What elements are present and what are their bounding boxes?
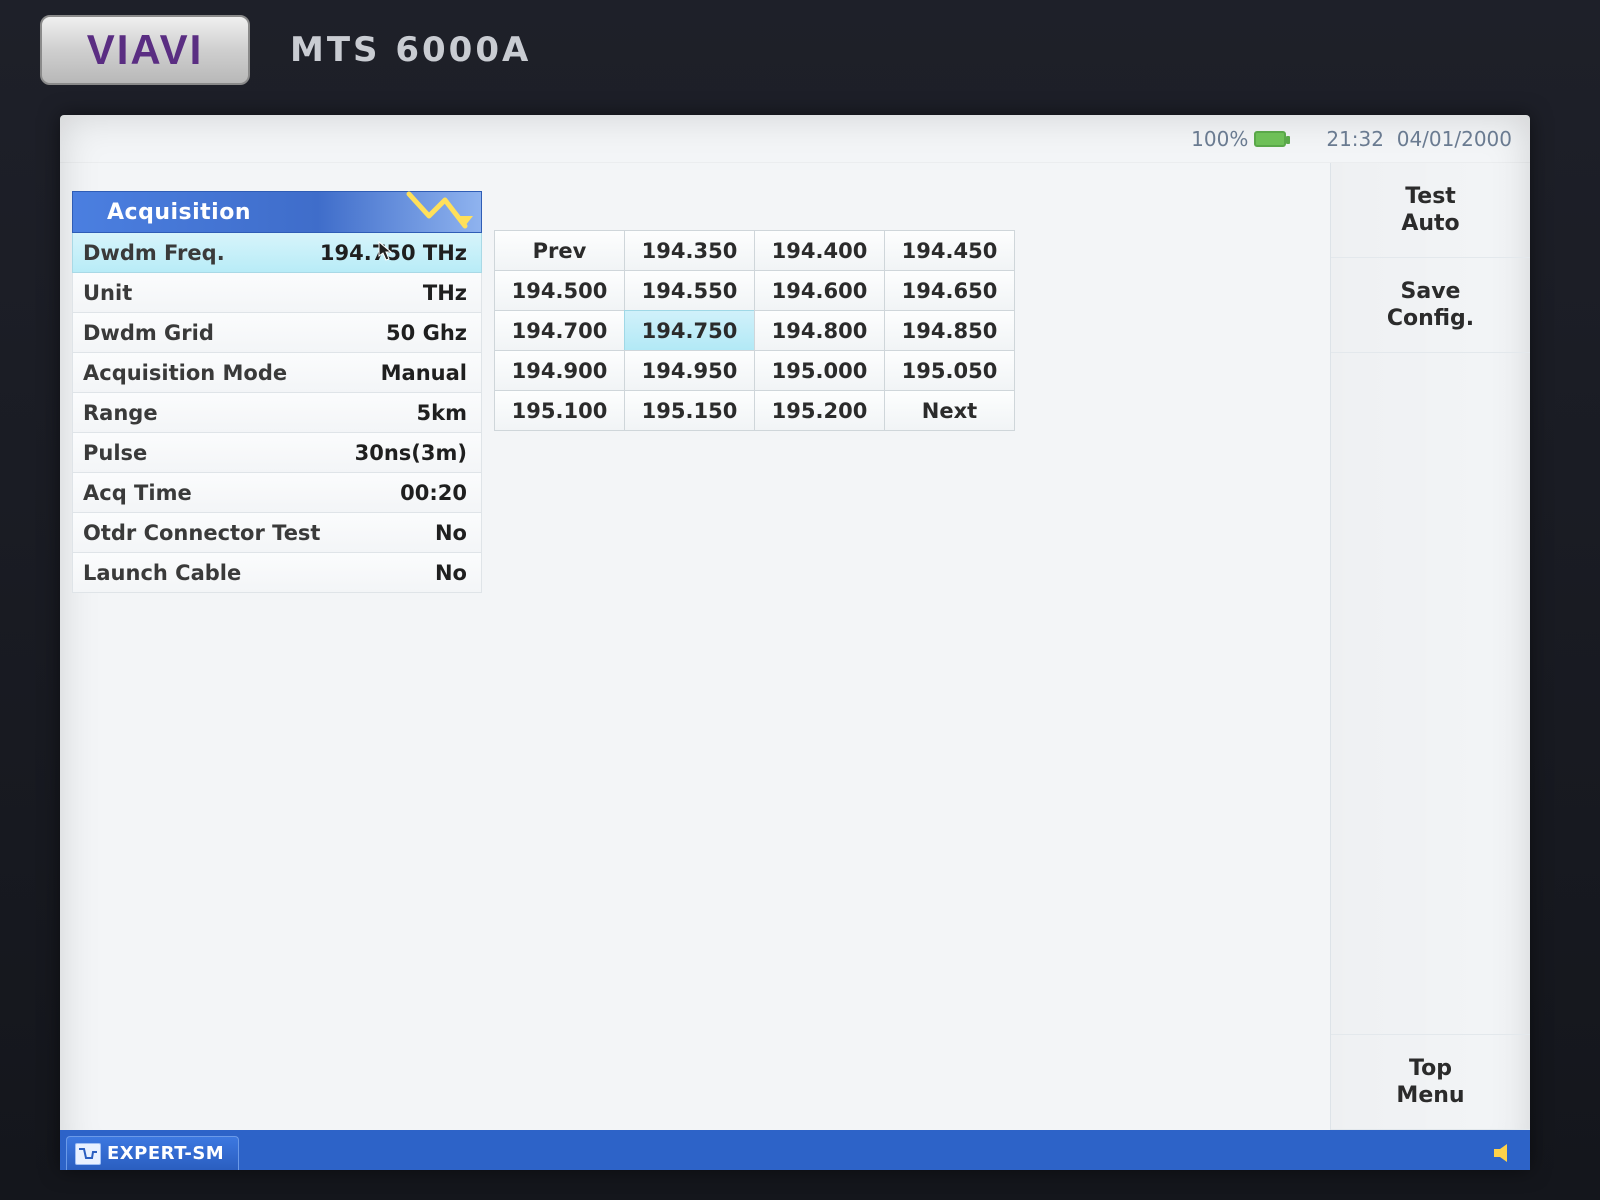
freq-cell[interactable]: 195.100 <box>494 390 625 431</box>
freq-cell[interactable]: 195.150 <box>624 390 755 431</box>
battery-indicator: 100% <box>1191 127 1286 151</box>
freq-cell[interactable]: 194.600 <box>754 270 885 311</box>
freq-cell[interactable]: 194.850 <box>884 310 1015 351</box>
freq-cell[interactable]: 194.700 <box>494 310 625 351</box>
freq-cell[interactable]: 194.750 <box>624 310 755 351</box>
frequency-grid: Prev194.350194.400194.450194.500194.5501… <box>495 231 1015 431</box>
param-label: Unit <box>83 281 132 305</box>
param-row[interactable]: Acq Time 00:20 <box>72 473 482 513</box>
softkey-top-menu[interactable]: Top Menu <box>1331 1035 1530 1130</box>
softkey-line: Menu <box>1396 1082 1464 1110</box>
panel-title: Acquisition <box>107 200 251 225</box>
param-value: 00:20 <box>400 481 467 505</box>
softkey-save-config[interactable]: Save Config. <box>1331 258 1530 353</box>
softkey-sidebar: Test Auto Save Config. Top Menu <box>1330 163 1530 1130</box>
panel-header: Acquisition <box>72 191 482 233</box>
param-row[interactable]: Otdr Connector Test No <box>72 513 482 553</box>
freq-cell[interactable]: 194.800 <box>754 310 885 351</box>
param-label: Dwdm Grid <box>83 321 214 345</box>
date-text: 04/01/2000 <box>1397 127 1512 151</box>
param-row[interactable]: Dwdm Freq. 194.750 THz <box>72 233 482 273</box>
freq-next-button[interactable]: Next <box>884 390 1015 431</box>
freq-cell[interactable]: 194.400 <box>754 230 885 271</box>
header-arrow-icon <box>405 186 485 238</box>
param-value: Manual <box>381 361 467 385</box>
softkey-spacer <box>1331 353 1530 1035</box>
model-label: MTS 6000A <box>290 30 531 70</box>
softkey-line: Top <box>1409 1055 1452 1083</box>
device-bezel: VIAVI MTS 6000A 100% 21:32 04/01/2000 Ac… <box>0 0 1600 1200</box>
softkey-line: Test <box>1405 183 1456 211</box>
freq-cell[interactable]: 195.050 <box>884 350 1015 391</box>
param-value: No <box>435 561 467 585</box>
param-value: THz <box>423 281 467 305</box>
brand-text: VIAVI <box>87 26 204 74</box>
content-area: Acquisition Dwdm Freq. 194.750 THz Unit THz… <box>60 163 1530 1130</box>
battery-icon <box>1254 131 1286 147</box>
param-label: Range <box>83 401 158 425</box>
otdr-trace-icon <box>75 1143 101 1165</box>
param-row[interactable]: Unit THz <box>72 273 482 313</box>
battery-pct: 100% <box>1191 127 1248 151</box>
softkey-test-auto[interactable]: Test Auto <box>1331 163 1530 258</box>
mouse-cursor-icon <box>378 241 392 261</box>
param-label: Launch Cable <box>83 561 241 585</box>
time-text: 21:32 <box>1326 127 1384 151</box>
param-row[interactable]: Acquisition Mode Manual <box>72 353 482 393</box>
param-label: Acquisition Mode <box>83 361 287 385</box>
brand-badge: VIAVI <box>40 15 250 85</box>
clock: 21:32 04/01/2000 <box>1326 127 1512 151</box>
status-bar: 100% 21:32 04/01/2000 <box>60 115 1530 163</box>
param-value: 30ns(3m) <box>355 441 467 465</box>
speaker-icon[interactable] <box>1492 1142 1518 1164</box>
param-row[interactable]: Dwdm Grid 50 Ghz <box>72 313 482 353</box>
param-label: Acq Time <box>83 481 192 505</box>
freq-cell[interactable]: 194.450 <box>884 230 1015 271</box>
freq-cell[interactable]: 195.000 <box>754 350 885 391</box>
param-value: 50 Ghz <box>386 321 467 345</box>
param-label: Otdr Connector Test <box>83 521 320 545</box>
param-label: Pulse <box>83 441 147 465</box>
param-row[interactable]: Pulse 30ns(3m) <box>72 433 482 473</box>
freq-cell[interactable]: 194.900 <box>494 350 625 391</box>
tab-expert-sm[interactable]: EXPERT-SM <box>66 1136 239 1170</box>
freq-cell[interactable]: 194.350 <box>624 230 755 271</box>
freq-cell[interactable]: 195.200 <box>754 390 885 431</box>
param-value: 5km <box>417 401 467 425</box>
param-list: Dwdm Freq. 194.750 THz Unit THz Dwdm Grid 50 … <box>72 233 482 593</box>
softkey-line: Config. <box>1387 305 1474 333</box>
lcd-screen: 100% 21:32 04/01/2000 Acquisition <box>60 115 1530 1170</box>
tab-bar: EXPERT-SM <box>60 1130 1530 1170</box>
param-row[interactable]: Launch Cable No <box>72 553 482 593</box>
freq-cell[interactable]: 194.950 <box>624 350 755 391</box>
param-label: Dwdm Freq. <box>83 241 225 265</box>
param-value: 194.750 THz <box>320 241 467 265</box>
softkey-line: Auto <box>1401 210 1459 238</box>
tab-label: EXPERT-SM <box>107 1143 224 1164</box>
freq-prev-button[interactable]: Prev <box>494 230 625 271</box>
acquisition-panel: Acquisition Dwdm Freq. 194.750 THz Unit THz… <box>72 191 482 593</box>
freq-cell[interactable]: 194.650 <box>884 270 1015 311</box>
freq-cell[interactable]: 194.550 <box>624 270 755 311</box>
param-row[interactable]: Range 5km <box>72 393 482 433</box>
param-value: No <box>435 521 467 545</box>
main-area: Acquisition Dwdm Freq. 194.750 THz Unit THz… <box>60 163 1330 1130</box>
softkey-line: Save <box>1401 278 1461 306</box>
freq-cell[interactable]: 194.500 <box>494 270 625 311</box>
